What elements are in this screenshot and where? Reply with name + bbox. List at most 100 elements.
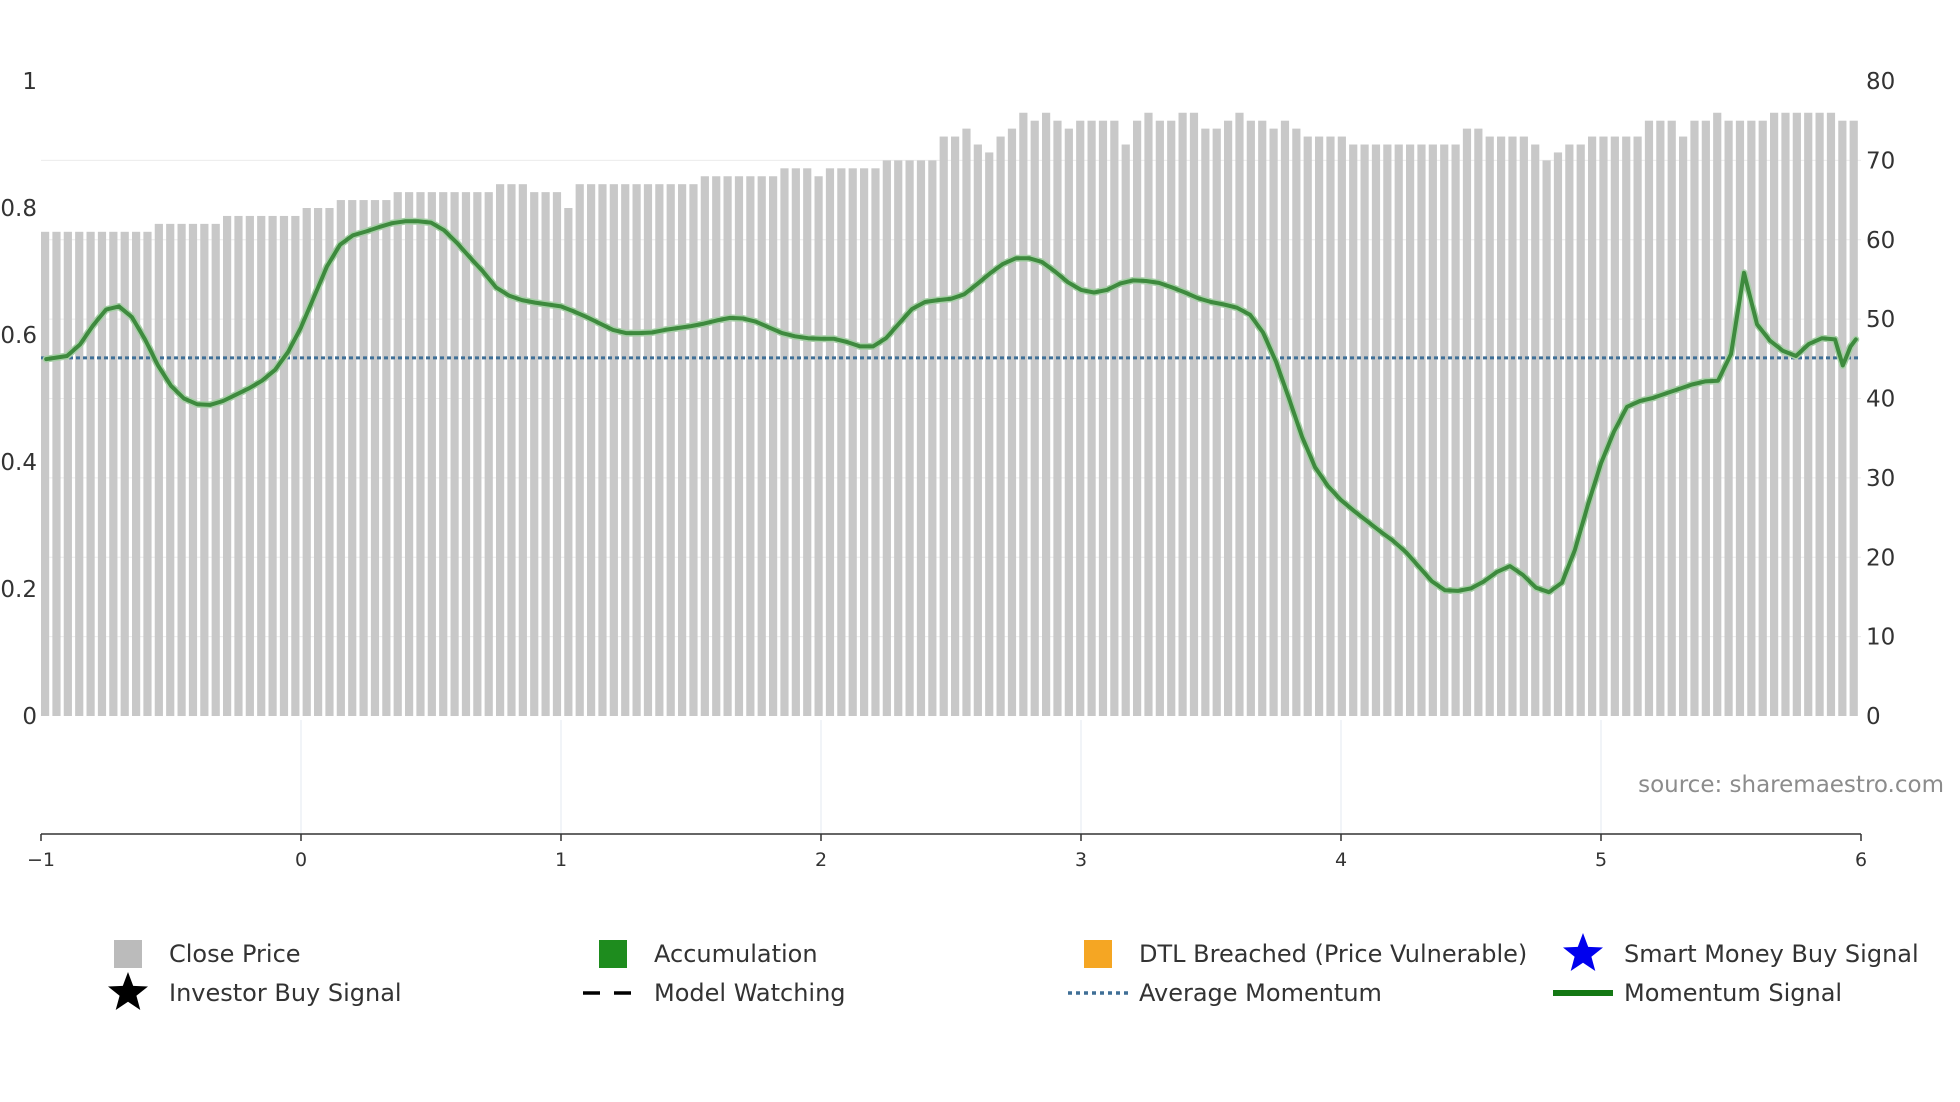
legend-item: Average Momentum [1068,979,1382,1007]
legend-swatch [114,940,142,968]
close-price-bar [962,128,971,717]
close-price-bar [52,231,61,716]
close-price-bar [1269,128,1278,717]
close-price-bar [973,144,982,716]
close-price-bar [1098,120,1108,716]
close-price-bar [928,160,937,717]
x-tick-label: 0 [295,849,307,871]
legend-label: Investor Buy Signal [169,979,402,1007]
close-price-bar [1042,112,1051,716]
close-price-bar [734,176,744,716]
left-tick-label: 0.6 [0,323,37,349]
close-price-bar [1406,144,1415,716]
close-price-bar [223,215,232,716]
close-price-bar [689,184,698,716]
close-price-bar [1758,120,1767,716]
close-price-bar [336,200,345,716]
close-price-bar [598,184,607,716]
close-price-bar [1030,120,1039,716]
close-price-bar [1815,112,1824,716]
close-price-bar [1497,136,1506,716]
close-price-bar [1053,120,1062,716]
close-price-bar [564,208,573,716]
legend-label: Momentum Signal [1624,979,1842,1007]
close-price-bar [518,184,527,716]
right-tick-label: 70 [1866,148,1895,174]
close-price-bar [1724,120,1733,716]
close-price-bar [541,192,550,717]
close-price-bar [1246,120,1255,716]
close-price-bar [382,200,391,716]
close-price-bar [1485,136,1494,716]
close-price-bar [1747,120,1756,716]
right-tick-label: 40 [1866,387,1895,413]
x-tick-label: 6 [1855,849,1867,871]
legend-label: Accumulation [654,940,818,968]
close-price-bar [746,176,755,716]
close-price-bar [985,152,994,716]
close-price-bar [1235,112,1244,716]
close-price-bar [1542,160,1551,717]
legend-swatch [1084,940,1112,968]
close-price-bar [1553,152,1563,716]
close-price-bar [143,231,152,716]
close-price-bar [1212,128,1221,717]
right-tick-label: 60 [1866,228,1895,254]
close-price-bar [86,231,95,716]
close-price-bar [188,223,198,717]
close-price-bar [1303,136,1312,716]
close-price-bar [279,215,289,716]
close-price-bar [1007,128,1017,717]
close-price-bar [1178,112,1187,716]
close-price-bar [1349,144,1358,716]
close-price-bar [473,192,482,717]
left-tick-label: 0 [22,704,37,730]
close-price-bar [1019,112,1028,716]
close-price-bar [1201,128,1210,717]
close-price-bar [1110,120,1119,716]
close-price-bar [370,200,380,716]
close-price-bar [1849,120,1858,716]
right-tick-label: 80 [1866,69,1895,95]
close-price-bar [120,231,129,716]
close-price-bar [348,200,357,716]
close-price-bar [1451,144,1460,716]
close-price-bar [951,136,960,716]
close-price-bar [1690,120,1699,716]
x-tick-label: 4 [1335,849,1347,871]
close-price-bar [1326,136,1335,716]
close-price-bar [1508,136,1517,716]
close-price-bar [1622,136,1631,716]
close-price-bar [1667,120,1676,716]
x-tick-label: −1 [27,849,55,871]
left-axis-ticks: 0 0.2 0.4 0.6 0.8 1 [0,69,37,730]
close-price-bar [1531,144,1540,716]
close-price-bar [871,168,880,716]
close-price-bar [1781,112,1790,716]
right-tick-label: 10 [1866,625,1895,651]
close-price-bar [97,231,107,716]
close-price-bar [1258,120,1267,716]
close-price-bar [1155,120,1164,716]
close-price-bar [1315,136,1324,716]
x-tick-label: 5 [1595,849,1607,871]
close-price-bar [905,160,914,717]
left-tick-label: 0.2 [0,577,37,603]
right-axis-ticks: 0 10 20 30 40 50 60 70 80 [1866,69,1895,730]
close-price-bar [678,184,687,716]
close-price-bar [769,176,778,716]
close-price-bar [427,192,436,717]
legend-item: Model Watching [583,979,846,1007]
close-price-bar [757,176,766,716]
close-price-bar [1679,136,1688,716]
right-tick-label: 30 [1866,466,1895,492]
close-price-bar [1474,128,1483,717]
close-price-bar [666,184,675,716]
close-price-bar [405,192,414,717]
left-tick-label: 1 [22,69,37,95]
close-price-bar [63,231,72,716]
star-icon [108,972,148,1010]
close-price-bar [712,176,721,716]
close-price-bar [1224,120,1233,716]
close-price-bar [1576,144,1585,716]
